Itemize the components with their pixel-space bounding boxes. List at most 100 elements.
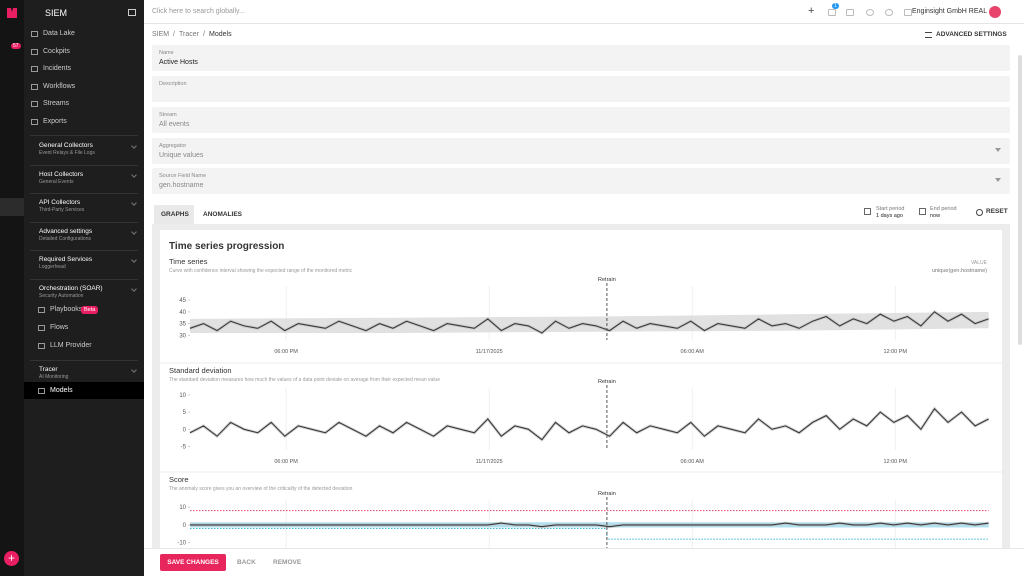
y-tick-label: 45 [179,298,186,304]
chevron [131,257,137,263]
series-line [189,311,989,334]
child-item[interactable]: Flows [50,324,69,331]
child-item[interactable]: LLM Provider [50,342,92,349]
annotation: Retrain [598,379,616,385]
tab[interactable]: GRAPHS [161,211,189,218]
group-label[interactable]: Orchestration (SOAR) [39,285,103,292]
nav-icon [31,48,38,55]
x-tick-label: 11/17/2025 [476,349,503,355]
tab[interactable]: ANOMALIES [203,211,242,218]
chart-title: Score [169,475,189,484]
chat-icon[interactable] [846,9,854,16]
chart-title: Standard deviation [169,366,232,375]
chart-subtitle: Curve with confidence interval showing t… [169,268,353,274]
search[interactable]: Click here to search globally... [152,8,245,15]
group-label[interactable]: Advanced settings [39,228,93,235]
field-label: Stream [159,112,177,118]
form-field[interactable]: Name Active Hosts [152,45,1010,71]
nav-icon [31,83,38,90]
x-tick-label: 06:00 PM [274,459,298,465]
group-label[interactable]: Tracer [39,366,58,373]
reset[interactable]: RESET [986,208,1008,215]
nav-icon [31,66,38,73]
threshold [190,527,989,540]
y-tick-label: 10 [179,505,186,511]
chevron [131,143,137,149]
y-tick-label: 40 [179,310,186,316]
logo [7,8,17,18]
field-label: Name [159,50,174,56]
y-tick-label: -10 [177,541,186,547]
chevron [131,200,137,206]
y-tick-label: 10 [179,393,186,399]
advanced-settings[interactable]: ADVANCED SETTINGS [936,31,1007,38]
chevron [131,172,137,178]
breadcrumb: Models [209,31,232,38]
x-tick-label: 06:00 PM [274,349,298,355]
org-icon[interactable] [904,9,912,16]
series-label: unique(gen.hostname) [932,268,987,274]
chevron [131,229,137,235]
group-label[interactable]: General Collectors [39,142,93,149]
nav-item[interactable]: Incidents [43,65,72,73]
group-label[interactable]: API Collectors [39,199,81,206]
form-field[interactable]: Source Field Name gen.hostname [152,168,1010,194]
child-item[interactable]: Models [50,387,73,394]
chart-subtitle: The standard deviation measures how much… [169,377,440,383]
notif-icon[interactable] [828,9,836,16]
field-label: Description [159,81,187,87]
org-name[interactable]: Enginsight GmbH REAL [912,8,988,15]
nav-item[interactable]: Cockpits [43,47,70,55]
child-icon [38,325,45,331]
breadcrumb[interactable]: Tracer [179,31,199,38]
child-icon [38,388,45,394]
field-label: Aggregator [159,143,187,149]
nav-item[interactable]: Exports [43,118,67,125]
form-field[interactable]: Description [152,76,1010,102]
add-button[interactable]: + [4,551,19,566]
x-tick-label: 12:00 PM [883,349,907,355]
period-value[interactable]: 1 days ago [876,213,903,219]
separator [30,360,138,361]
collapse-icon[interactable] [128,9,136,16]
group-label[interactable]: Host Collectors [39,171,84,178]
main: SIEM / Tracer / Models ADVANCED SETTINGS Name A… [144,24,1024,576]
save-button[interactable]: SAVE CHANGES [160,554,226,571]
x-tick-label: 12:00 PM [883,459,907,465]
form-field[interactable]: Aggregator Unique values [152,138,1010,164]
group-label[interactable]: Required Services [39,256,93,263]
x-tick-label: 06:00 AM [681,459,705,465]
child-icon [38,307,45,313]
breadcrumb[interactable]: SIEM [152,31,170,38]
y-tick-label: 0 [183,427,187,433]
separator [30,222,138,223]
nav-item[interactable]: Workflows [43,82,76,90]
nav-icon [31,31,38,37]
notif-badge: 1 [832,3,839,9]
caret [995,178,1001,182]
field-value: Active Hosts [159,59,198,66]
tab-active-bg [154,205,194,224]
separator [30,193,138,194]
remove-button[interactable]: REMOVE [273,559,302,566]
group-sub: Detailed Configurations [39,236,91,242]
theme-icon[interactable] [885,9,893,16]
charts: Time series progression Time series Curve … [152,224,1010,548]
avatar[interactable] [989,6,1001,18]
back-button[interactable]: BACK [237,559,256,566]
nav-item[interactable]: Data Lake [43,30,75,37]
chevron [131,286,137,292]
separator [30,279,138,280]
plus-icon[interactable]: + [808,5,815,17]
child-item[interactable]: Playbooks [50,306,83,313]
calendar-icon [919,208,926,215]
period-value[interactable]: now [930,213,941,219]
nav-item[interactable]: Streams [43,100,70,108]
sidebar: SIEM Data Lake Cockpits Incidents Workflows… [24,0,144,576]
chart-subtitle: The anomaly score gives you an overview … [169,486,353,492]
rail-active [0,198,24,216]
nav-icon [31,119,38,125]
top-bar: Click here to search globally... + 1 Eng… [144,0,1024,24]
support-icon[interactable] [866,9,874,16]
